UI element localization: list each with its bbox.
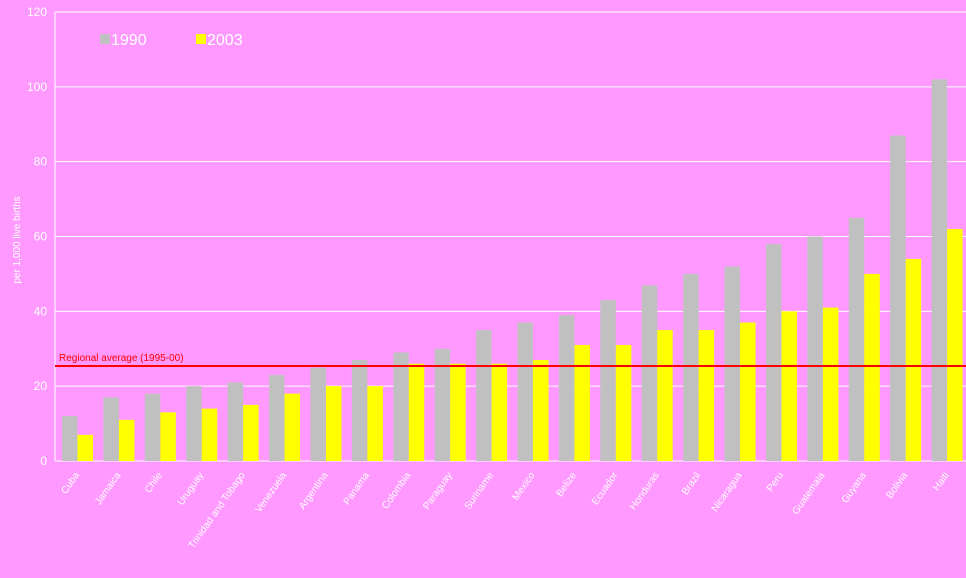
bar	[931, 79, 948, 461]
y-tick-label: 60	[34, 230, 48, 244]
bar	[822, 307, 839, 461]
bar	[807, 236, 823, 461]
x-tick-label: Chile	[143, 470, 165, 495]
x-tick-label: Panama	[342, 470, 373, 507]
x-tick-label: Argentina	[297, 470, 331, 512]
bar	[517, 322, 533, 461]
bar	[781, 311, 797, 461]
bar	[890, 135, 906, 461]
bar	[698, 330, 715, 461]
bar	[905, 258, 922, 461]
bar	[160, 412, 176, 461]
bar	[864, 273, 880, 461]
reference-label: Regional average (1995-00)	[59, 353, 184, 364]
bar	[450, 363, 466, 461]
x-tick-label: Venezuela	[253, 470, 289, 515]
bar	[62, 416, 78, 461]
y-tick-label: 100	[27, 80, 47, 94]
x-tick-label: Mexico	[510, 470, 537, 503]
x-tick-label: Peru	[765, 470, 786, 494]
bar	[393, 352, 409, 461]
x-tick-label: Uruguay	[176, 470, 207, 507]
bar	[533, 359, 549, 461]
bar	[740, 322, 756, 461]
x-tick-label: Nicaragua	[710, 470, 745, 514]
bar	[434, 348, 451, 461]
x-tick-label: Guatemala	[790, 470, 827, 517]
bar	[186, 386, 202, 461]
y-tick-label: 20	[34, 379, 48, 393]
bar	[765, 243, 782, 461]
x-tick-label: Brazil	[680, 470, 703, 497]
y-tick-label: 120	[27, 5, 47, 19]
legend-swatch	[196, 34, 206, 44]
bar	[367, 386, 383, 461]
bar	[657, 330, 673, 461]
x-tick-label: Ecuador	[590, 470, 621, 507]
bar	[574, 345, 590, 461]
bar	[103, 397, 119, 461]
bar	[491, 363, 508, 461]
x-tick-label: Jamaica	[93, 470, 124, 507]
x-tick-label: Bolivia	[884, 470, 910, 501]
bar	[325, 386, 342, 461]
bar	[558, 315, 575, 461]
bar	[118, 419, 135, 461]
y-tick-label: 40	[34, 304, 48, 318]
legend-label: 2003	[207, 32, 243, 49]
x-tick-label: Colombia	[380, 470, 413, 511]
y-tick-label: 80	[34, 155, 48, 169]
y-tick-label: 0	[40, 454, 47, 468]
bar	[724, 266, 741, 461]
bar	[947, 229, 963, 461]
x-tick-label: Belize	[554, 470, 579, 499]
bar	[227, 382, 244, 461]
x-tick-label: Cuba	[59, 470, 82, 496]
bar	[201, 408, 218, 461]
x-tick-label: Suriname	[463, 470, 497, 512]
y-axis-label: per 1,000 live births	[12, 196, 23, 283]
legend-label: 1990	[111, 32, 147, 49]
x-tick-label: Haiti	[931, 470, 951, 493]
x-tick-label: Paraguay	[421, 470, 455, 511]
bar	[284, 393, 301, 461]
bar	[144, 393, 161, 461]
bar	[408, 363, 425, 461]
bar	[600, 300, 616, 461]
bar	[351, 359, 368, 461]
bar	[243, 404, 259, 461]
bar	[615, 345, 632, 461]
x-tick-label: Honduras	[628, 470, 662, 512]
bar	[476, 330, 492, 461]
bar	[848, 217, 865, 461]
bar	[269, 374, 285, 461]
x-tick-label: Guyana	[840, 470, 869, 505]
bar	[641, 285, 658, 461]
legend-swatch	[100, 34, 110, 44]
bar	[310, 367, 326, 461]
bar	[77, 434, 93, 461]
bar	[683, 273, 699, 461]
